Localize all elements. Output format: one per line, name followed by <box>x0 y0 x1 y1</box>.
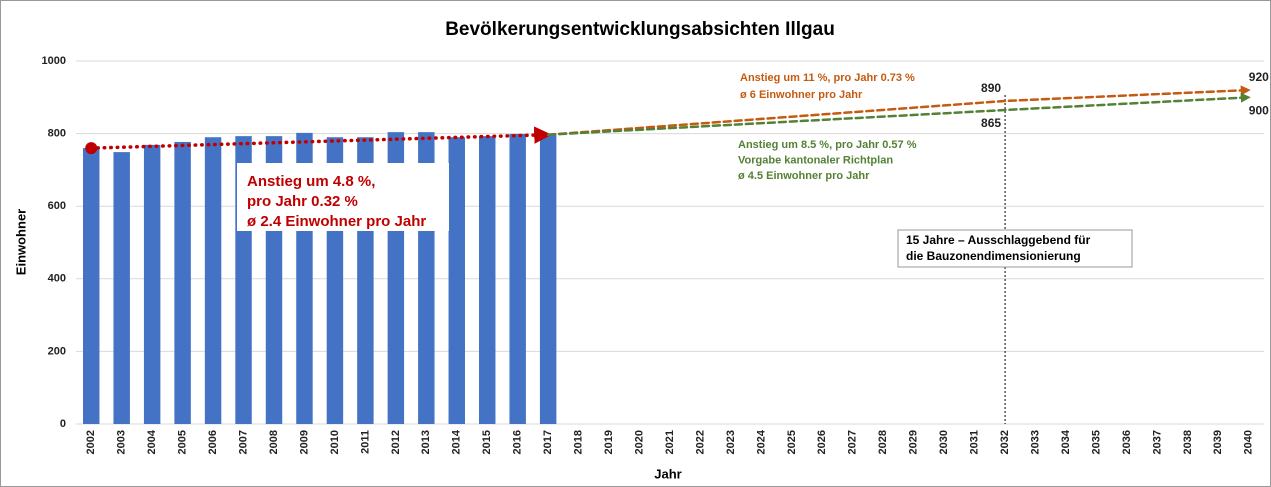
bar <box>204 137 222 425</box>
annotation: Anstieg um 8.5 %, pro Jahr 0.57 % <box>738 139 917 151</box>
x-tick-label: 2007 <box>237 430 249 454</box>
note-box <box>897 229 1133 268</box>
point-label: 865 <box>981 116 1001 130</box>
annotation: ø 6 Einwohner pro Jahr <box>740 89 863 101</box>
annotation: pro Jahr 0.32 % <box>247 193 358 210</box>
x-axis-label: Jahr <box>654 466 681 481</box>
x-tick-label: 2021 <box>664 430 676 454</box>
trend-line <box>546 92 1251 136</box>
bar <box>113 152 130 424</box>
trend-line <box>89 126 552 150</box>
annotation-box <box>237 163 449 231</box>
x-tick-label: 2034 <box>1060 429 1072 454</box>
bar <box>479 136 496 425</box>
annotation: ø 4.5 Einwohner pro Jahr <box>738 170 870 182</box>
x-tick-label: 2020 <box>633 430 645 454</box>
x-tick-label: 2033 <box>1029 430 1041 454</box>
x-tick-label: 2012 <box>390 430 402 454</box>
y-tick-label: 600 <box>48 200 66 212</box>
y-tick-label: 400 <box>48 273 66 285</box>
x-tick-label: 2038 <box>1182 430 1194 454</box>
x-tick-label: 2023 <box>725 430 737 454</box>
x-tick-label: 2032 <box>999 430 1011 454</box>
y-tick-label: 800 <box>48 128 66 140</box>
y-axis-label: Einwohner <box>13 209 28 275</box>
bar <box>448 137 465 425</box>
x-tick-label: 2016 <box>512 430 524 454</box>
y-tick-label: 0 <box>60 418 66 430</box>
x-tick-label: 2014 <box>451 429 463 454</box>
bar <box>143 144 161 424</box>
annotation: ø 2.4 Einwohner pro Jahr <box>247 213 426 230</box>
x-tick-label: 2002 <box>85 430 97 454</box>
x-tick-label: 2008 <box>268 430 280 454</box>
x-tick-label: 2013 <box>420 430 432 454</box>
x-tick-label: 2031 <box>969 430 981 454</box>
x-tick-label: 2009 <box>298 430 310 454</box>
x-tick-label: 2025 <box>786 430 798 454</box>
bar <box>539 134 557 424</box>
x-tick-label: 2040 <box>1243 430 1255 454</box>
bar <box>83 148 100 424</box>
x-tick-label: 2011 <box>359 430 371 454</box>
x-tick-label: 2028 <box>877 430 889 454</box>
chart-title: Bevölkerungsentwicklungsabsichten Illgau <box>445 19 835 40</box>
annotation: Anstieg um 4.8 %, <box>247 173 375 190</box>
point-label: 920 <box>1249 70 1269 84</box>
note: die Bauzonendimensionierung <box>906 249 1081 263</box>
x-tick-label: 2019 <box>603 430 615 454</box>
x-tick-label: 2005 <box>177 430 189 454</box>
y-tick-label: 200 <box>48 345 66 357</box>
x-tick-label: 2018 <box>573 430 585 454</box>
x-tick-label: 2039 <box>1212 430 1224 454</box>
y-tick-label: 1000 <box>42 55 66 67</box>
trend-start <box>85 142 98 155</box>
x-tick-label: 2010 <box>329 430 341 454</box>
point-label: 900 <box>1249 103 1269 117</box>
x-tick-label: 2022 <box>694 430 706 454</box>
x-tick-label: 2004 <box>146 429 158 454</box>
trend-line <box>546 85 1251 136</box>
x-tick-label: 2029 <box>908 430 920 454</box>
x-tick-label: 2006 <box>207 430 219 454</box>
x-tick-label: 2003 <box>116 430 128 454</box>
x-tick-label: 2024 <box>755 429 767 454</box>
note: 15 Jahre – Ausschlaggebend für <box>906 233 1091 247</box>
annotation: Anstieg um 11 %, pro Jahr 0.73 % <box>740 72 915 84</box>
x-tick-label: 2035 <box>1090 430 1102 454</box>
x-tick-label: 2036 <box>1121 430 1133 454</box>
bar <box>174 141 191 424</box>
x-tick-label: 2030 <box>938 430 950 454</box>
x-tick-label: 2026 <box>816 430 828 454</box>
point-label: 890 <box>981 81 1001 95</box>
x-tick-label: 2027 <box>847 430 859 454</box>
bar <box>509 133 526 424</box>
annotation: Vorgabe kantonaler Richtplan <box>738 154 893 166</box>
x-tick-label: 2015 <box>481 430 493 454</box>
x-tick-label: 2017 <box>542 430 554 454</box>
x-tick-label: 2037 <box>1151 430 1163 454</box>
